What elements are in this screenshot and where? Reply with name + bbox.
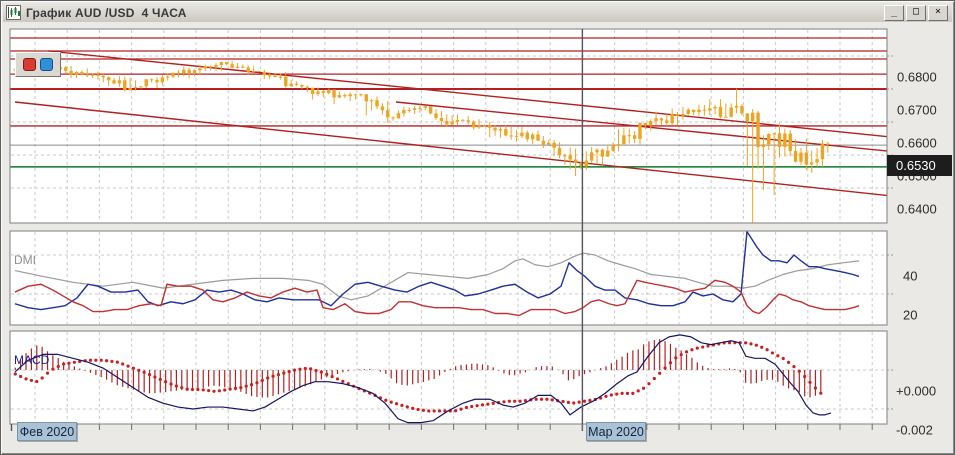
dmi-indicator-label: DMI [14, 253, 36, 267]
date-axis-label: 13 [189, 453, 202, 454]
date-axis-label: 2 [579, 453, 586, 454]
date-axis-label: 7 [64, 453, 71, 454]
date-axis-label: 25 [447, 453, 460, 454]
date-axis-label: 21 [383, 453, 396, 454]
macd-axis-label: +0.000 [896, 383, 937, 399]
price-axis-label: 0.6700 [897, 102, 937, 118]
date-axis-label: 24 [415, 453, 428, 454]
dmi-axis-label: 20 [903, 307, 918, 323]
date-axis-label: 27 [511, 453, 524, 454]
price-axis-label: 0.6800 [897, 69, 937, 85]
month-label-mar: Мар 2020 [586, 422, 646, 441]
date-axis-label: 4 [643, 453, 650, 454]
date-axis-label: 6 [32, 453, 39, 454]
month-label-feb: Фев 2020 [17, 422, 77, 441]
date-axis-label: 17 [254, 453, 267, 454]
macd-indicator-label: MACD [14, 353, 50, 367]
date-axis-label: 13 [866, 453, 879, 454]
macd-axis-label: -0.002 [896, 422, 933, 438]
date-axis-label: 10 [93, 453, 106, 454]
date-axis-label: 11 [802, 453, 814, 454]
date-axis-label: 14 [222, 453, 235, 454]
date-axis-label: 11 [125, 453, 137, 454]
price-axis-label: 0.6400 [897, 201, 937, 217]
date-axis-label: 3 [611, 453, 618, 454]
date-axis-label: 28 [544, 453, 557, 454]
price-chart-canvas[interactable] [3, 22, 954, 454]
title-bar[interactable]: График AUD /USD 4 ЧАСА _ □ × [3, 3, 952, 23]
date-axis-label: 10 [769, 453, 782, 454]
date-axis-label: 18 [286, 453, 299, 454]
maximize-button[interactable]: □ [906, 5, 926, 21]
blue-marker-button[interactable] [40, 58, 53, 71]
chart-mini-toolbar [15, 52, 61, 77]
app-icon [6, 5, 21, 20]
price-axis-label: 0.6600 [897, 135, 937, 151]
date-axis-label: 12 [833, 453, 846, 454]
minimize-button[interactable]: _ [884, 5, 904, 21]
date-axis-label: 20 [350, 453, 363, 454]
date-axis-label: 9 [740, 453, 747, 454]
date-axis-label: 6 [708, 453, 715, 454]
date-axis-label: 19 [318, 453, 331, 454]
dmi-axis-label: 40 [903, 268, 918, 284]
date-axis-label: 5 [676, 453, 683, 454]
chart-client-area: 0.6800 0.6700 0.6600 0.6500 0.6400 40 20 +0.000… [3, 22, 954, 454]
date-axis-label: 12 [157, 453, 170, 454]
current-price-badge: 0.6530 [887, 155, 952, 176]
window-title: График AUD /USD 4 ЧАСА [26, 5, 187, 20]
close-button[interactable]: × [928, 5, 948, 21]
date-axis-label: 26 [479, 453, 492, 454]
red-marker-button[interactable] [23, 58, 36, 71]
